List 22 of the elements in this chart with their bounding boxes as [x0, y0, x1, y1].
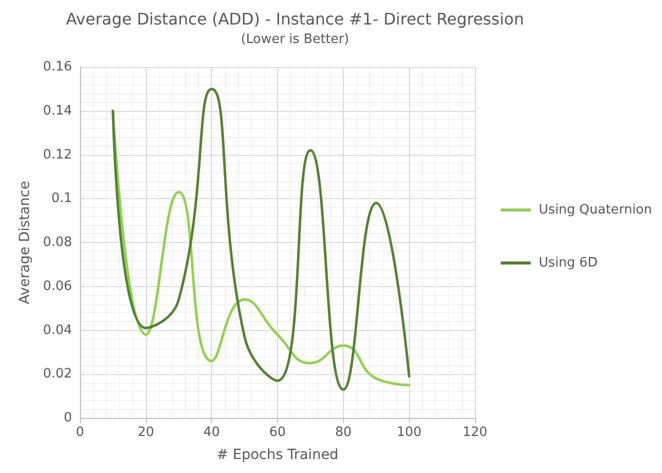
- legend-label: Using Quaternion: [538, 202, 652, 218]
- legend-label: Using 6D: [538, 256, 598, 270]
- x-tick-label: 120: [462, 425, 488, 440]
- y-tick-label: 0.1: [51, 191, 72, 206]
- y-axis-title: Average Distance: [17, 180, 33, 304]
- y-tick-label: 0.16: [43, 60, 72, 74]
- x-axis-title: # Epochs Trained: [216, 447, 338, 463]
- x-tick-label: 100: [396, 425, 422, 440]
- x-tick-label: 0: [76, 425, 84, 440]
- x-tick-label: 60: [269, 425, 286, 440]
- chart-subtitle: (Lower is Better): [240, 32, 350, 47]
- y-tick-label: 0.06: [43, 278, 72, 294]
- x-tick-label: 80: [335, 425, 352, 440]
- y-tick-label: 0.02: [43, 366, 72, 382]
- x-tick-label: 40: [203, 425, 220, 440]
- chart-title: Average Distance (ADD) - Instance #1- Direct Regression: [66, 10, 524, 28]
- y-tick-label: 0.12: [43, 147, 72, 162]
- y-tick-label: 0.14: [43, 103, 72, 118]
- x-tick-label: 20: [138, 425, 154, 440]
- y-tick-label: 0.08: [43, 235, 72, 250]
- y-tick-label: 0.04: [43, 322, 72, 338]
- y-tick-label: 0: [64, 410, 72, 426]
